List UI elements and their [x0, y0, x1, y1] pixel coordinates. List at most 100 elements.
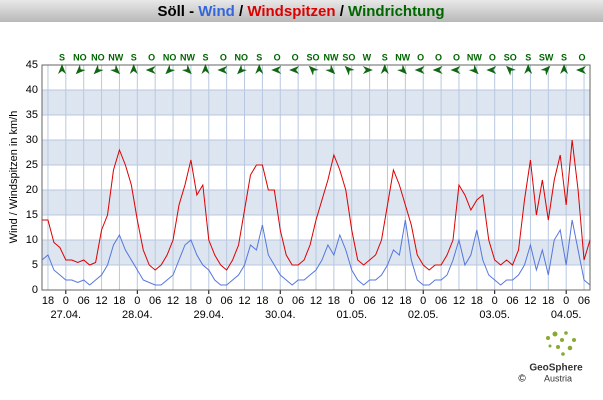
chart-title: Söll - Wind / Windspitzen / Windrichtung — [157, 3, 444, 20]
date-label: 30.04. — [265, 309, 296, 321]
copyright: © — [518, 374, 526, 385]
wind-arrow — [380, 64, 389, 74]
x-tick-label: 06 — [435, 295, 447, 307]
logo-name: GeoSphere — [529, 363, 583, 374]
x-tick-label: 18 — [42, 295, 54, 307]
wind-arrow — [289, 66, 300, 74]
wind-arrow — [576, 66, 586, 74]
y-tick-label: 25 — [26, 159, 38, 171]
wind-direction: S — [59, 52, 65, 62]
x-tick-label: 12 — [381, 295, 393, 307]
wind-direction: S — [525, 52, 531, 62]
y-tick-label: 5 — [32, 259, 38, 271]
wind-arrow — [217, 66, 228, 74]
y-tick-label: 30 — [26, 134, 38, 146]
wind-direction: NW — [395, 52, 410, 62]
wind-arrow — [58, 64, 66, 74]
x-tick-label: 0 — [492, 295, 498, 307]
wind-arrow — [362, 66, 373, 74]
wind-direction: O — [417, 52, 424, 62]
data-line — [41, 219, 591, 286]
title-part: Wind — [198, 3, 235, 20]
title-bar — [0, 0, 603, 22]
wind-direction: O — [292, 52, 299, 62]
x-tick-label: 12 — [524, 295, 536, 307]
title-part: / — [336, 3, 349, 20]
logo-icon — [546, 331, 576, 356]
wind-arrow — [540, 65, 551, 76]
wind-direction: SO — [307, 52, 320, 62]
x-tick-label: 12 — [453, 295, 465, 307]
x-tick-label: 0 — [420, 295, 426, 307]
wind-arrow — [344, 65, 355, 76]
wind-direction: O — [578, 52, 585, 62]
date-label: 28.04. — [122, 309, 153, 321]
x-tick-label: 06 — [78, 295, 90, 307]
x-tick-label: 12 — [310, 295, 322, 307]
date-label: 03.05. — [479, 309, 510, 321]
x-tick-label: 12 — [167, 295, 179, 307]
logo-sub: Austria — [544, 373, 572, 383]
x-tick-label: 06 — [149, 295, 161, 307]
title-part: Windrichtung — [348, 3, 445, 20]
wind-direction: SO — [342, 52, 355, 62]
date-label: 27.04. — [51, 309, 82, 321]
wind-arrow — [560, 64, 569, 74]
x-tick-label: 06 — [363, 295, 375, 307]
x-tick-label: 0 — [134, 295, 140, 307]
x-tick-label: 12 — [95, 295, 107, 307]
wind-direction: O — [220, 52, 227, 62]
title-part: / — [235, 3, 248, 20]
y-tick-label: 45 — [26, 59, 38, 71]
wind-arrow — [450, 66, 461, 74]
wind-arrow — [468, 64, 479, 75]
wind-direction: S — [202, 52, 208, 62]
x-tick-label: 18 — [328, 295, 340, 307]
wind-direction: NO — [91, 52, 105, 62]
x-tick-label: 18 — [185, 295, 197, 307]
date-label: 01.05. — [336, 309, 367, 321]
wind-direction: NW — [108, 52, 123, 62]
wind-arrow — [506, 65, 516, 76]
date-label: 02.05. — [408, 309, 439, 321]
wind-arrow — [414, 66, 425, 74]
y-tick-label: 40 — [26, 84, 38, 96]
x-tick-label: 0 — [63, 295, 69, 307]
y-axis-label: Wind / Windspitzen in km/h — [8, 111, 20, 244]
date-label: 04.05. — [551, 309, 582, 321]
wind-direction: W — [363, 52, 372, 62]
plot-border — [41, 64, 591, 291]
date-label: 29.04. — [193, 309, 224, 321]
wind-arrow — [397, 64, 407, 75]
wind-direction: S — [256, 52, 262, 62]
title-part: Windspitzen — [247, 3, 335, 20]
x-tick-label: 18 — [256, 295, 268, 307]
y-tick-label: 20 — [26, 184, 38, 196]
wind-arrow — [145, 66, 156, 74]
wind-arrow — [325, 64, 336, 75]
wind-direction: S — [131, 52, 137, 62]
wind-arrow — [308, 65, 319, 76]
x-tick-label: 0 — [206, 295, 212, 307]
wind-direction: O — [148, 52, 155, 62]
y-tick-label: 0 — [32, 284, 38, 296]
x-tick-label: 0 — [563, 295, 569, 307]
wind-arrow — [432, 66, 443, 74]
wind-direction: SO — [504, 52, 517, 62]
x-tick-label: 12 — [238, 295, 250, 307]
wind-direction: NO — [73, 52, 87, 62]
wind-direction: NO — [163, 52, 177, 62]
data-line — [42, 139, 591, 271]
wind-direction: NW — [467, 52, 482, 62]
title-part: Söll - — [157, 3, 198, 20]
x-tick-label: 0 — [349, 295, 355, 307]
wind-arrow — [486, 66, 497, 74]
wind-arrow — [524, 64, 533, 74]
x-tick-label: 18 — [113, 295, 125, 307]
wind-arrow — [255, 64, 264, 74]
wind-arrow — [129, 64, 138, 74]
x-tick-label: 0 — [277, 295, 283, 307]
x-tick-label: 06 — [506, 295, 518, 307]
wind-direction: O — [274, 52, 281, 62]
